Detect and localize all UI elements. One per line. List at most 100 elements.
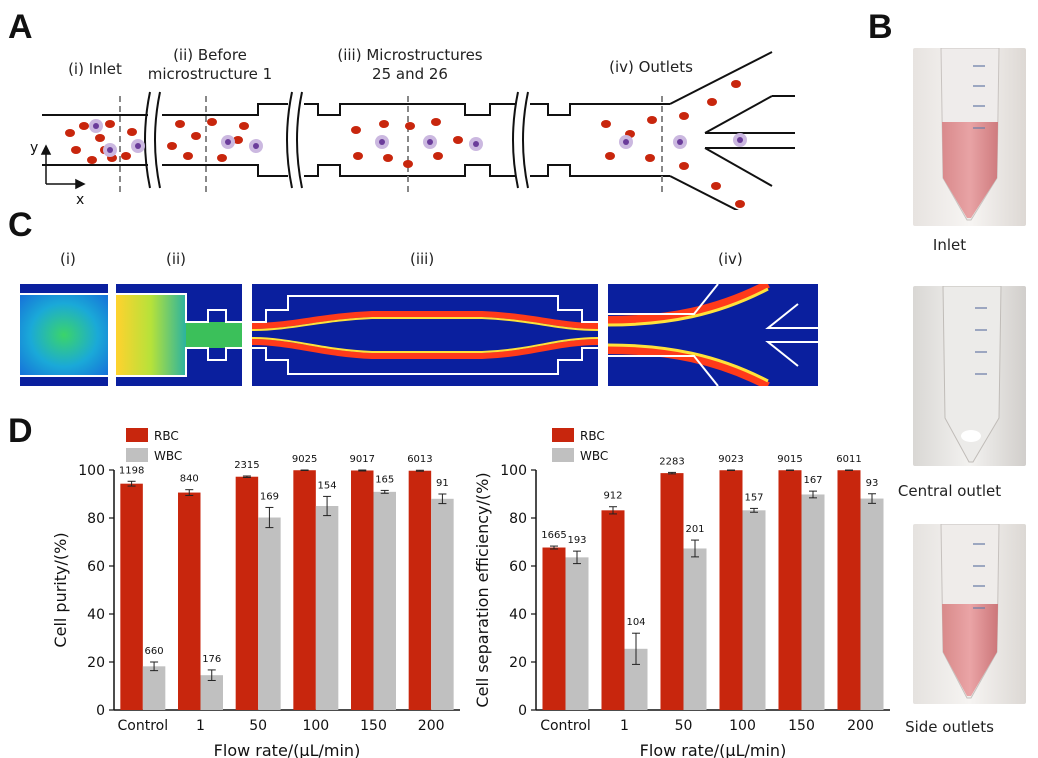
bar-rbc	[660, 473, 684, 710]
data-label: 157	[744, 492, 763, 503]
bar-wbc	[742, 510, 766, 710]
y-tick-label: 60	[509, 559, 527, 575]
x-tick-label: 1	[196, 718, 205, 734]
purity-bar-chart: 0 20 40 60 80 100 Cell purity/(%) Flow rate/(μL…	[51, 428, 460, 758]
data-label: 9025	[292, 454, 317, 465]
heatmap-iii	[252, 284, 598, 386]
y-tick-label: 20	[87, 655, 105, 671]
bar-rbc	[837, 470, 861, 710]
y-tick-label: 100	[500, 463, 527, 479]
tube-caption-central: Central outlet	[897, 482, 1002, 500]
y-axis-label: Cell separation efficiency/(%)	[473, 472, 492, 707]
data-label: 176	[202, 654, 221, 665]
bar-rbc	[235, 476, 259, 710]
bar-rbc	[542, 547, 566, 710]
schematic-label-microstructures: (iii) Microstructures 25 and 26	[337, 46, 483, 83]
y-tick-label: 80	[509, 511, 527, 527]
y-axis-label: Cell purity/(%)	[51, 532, 70, 647]
legend-swatch-wbc	[126, 448, 148, 462]
bar-rbc	[601, 510, 625, 710]
y-tick-label: 60	[87, 559, 105, 575]
x-tick-label: 150	[360, 718, 387, 734]
heatmap-i	[20, 284, 108, 386]
y-tick-label: 20	[509, 655, 527, 671]
x-tick-label: 1	[620, 718, 629, 734]
heatmap-label-ii: (ii)	[166, 250, 187, 268]
bar-rbc	[351, 470, 374, 710]
heatmap-ii	[116, 284, 242, 386]
bar-rbc	[778, 470, 802, 710]
y-tick-label: 0	[96, 703, 105, 719]
data-label: 201	[685, 524, 704, 535]
data-label: 93	[866, 478, 879, 489]
bar-rbc	[408, 470, 432, 710]
panel-letter-c: C	[8, 206, 33, 244]
tube-photo-side	[913, 524, 1026, 704]
y-tick-label: 40	[509, 607, 527, 623]
data-label: 2315	[234, 460, 259, 471]
data-label: 193	[567, 535, 586, 546]
heatmap-label-i: (i)	[60, 250, 76, 268]
bar-wbc	[624, 648, 648, 710]
legend-label-wbc: WBC	[154, 449, 182, 463]
panel-letter-a: A	[8, 8, 33, 46]
legend-label-rbc: RBC	[154, 429, 179, 443]
bar-wbc	[200, 675, 223, 710]
schematic-label-inlet: (i) Inlet	[68, 60, 122, 78]
schematic-label-before: (ii) Before microstructure 1	[147, 46, 273, 83]
x-tick-label: Control	[118, 718, 169, 734]
x-tick-label: 200	[847, 718, 874, 734]
bar-wbc	[683, 548, 707, 710]
bar-wbc	[258, 517, 281, 710]
x-tick-label: 100	[302, 718, 329, 734]
bar-wbc	[431, 498, 454, 710]
x-tick-label: 50	[675, 718, 693, 734]
data-label: 169	[260, 491, 279, 502]
y-tick-label: 80	[87, 511, 105, 527]
data-label: 165	[375, 474, 394, 485]
data-label: 9015	[777, 454, 802, 465]
x-tick-label: Control	[540, 718, 591, 734]
data-label: 9023	[718, 454, 743, 465]
tube-photo-central	[913, 286, 1026, 466]
x-axis-label: Flow rate/(μL/min)	[214, 741, 361, 758]
axis-x-label: x	[76, 192, 84, 208]
data-label: 6013	[407, 454, 432, 465]
tube-photo-inlet	[913, 48, 1026, 226]
data-label: 1665	[541, 530, 566, 541]
bar-wbc	[373, 491, 396, 710]
x-tick-label: 100	[729, 718, 756, 734]
bar-rbc	[293, 470, 316, 710]
legend-swatch-wbc	[552, 448, 574, 462]
x-tick-label: 150	[788, 718, 815, 734]
y-tick-label: 100	[78, 463, 105, 479]
axis-y-label: y	[30, 140, 38, 156]
data-label: 840	[180, 474, 199, 485]
y-tick-label: 0	[518, 703, 527, 719]
bar-wbc	[565, 557, 589, 710]
microfluidic-schematic: y x	[30, 51, 795, 210]
data-label: 6011	[836, 454, 861, 465]
tube-caption-side: Side outlets	[905, 718, 994, 736]
panel-letter-d: D	[8, 412, 33, 450]
x-axis-label: Flow rate/(μL/min)	[640, 741, 787, 758]
bar-wbc	[142, 666, 166, 710]
data-label: 154	[318, 480, 337, 491]
data-label: 91	[436, 478, 449, 489]
separation-efficiency-bar-chart: 0 20 40 60 80 100 Cell separation efficiency/(…	[473, 428, 890, 758]
bar-wbc	[801, 494, 825, 710]
legend-swatch-rbc	[126, 428, 148, 442]
data-label: 2283	[659, 456, 684, 467]
legend-label-rbc: RBC	[580, 429, 605, 443]
data-label: 1198	[119, 465, 144, 476]
schematic-label-outlets: (iv) Outlets	[609, 58, 693, 76]
bar-rbc	[719, 470, 743, 710]
x-tick-label: 50	[249, 718, 267, 734]
bar-wbc	[315, 506, 339, 710]
heatmap-label-iv: (iv)	[718, 250, 743, 268]
data-label: 9017	[350, 454, 375, 465]
panel-letter-b: B	[868, 8, 893, 46]
legend-label-wbc: WBC	[580, 449, 608, 463]
bar-rbc	[178, 492, 201, 710]
legend-swatch-rbc	[552, 428, 574, 442]
